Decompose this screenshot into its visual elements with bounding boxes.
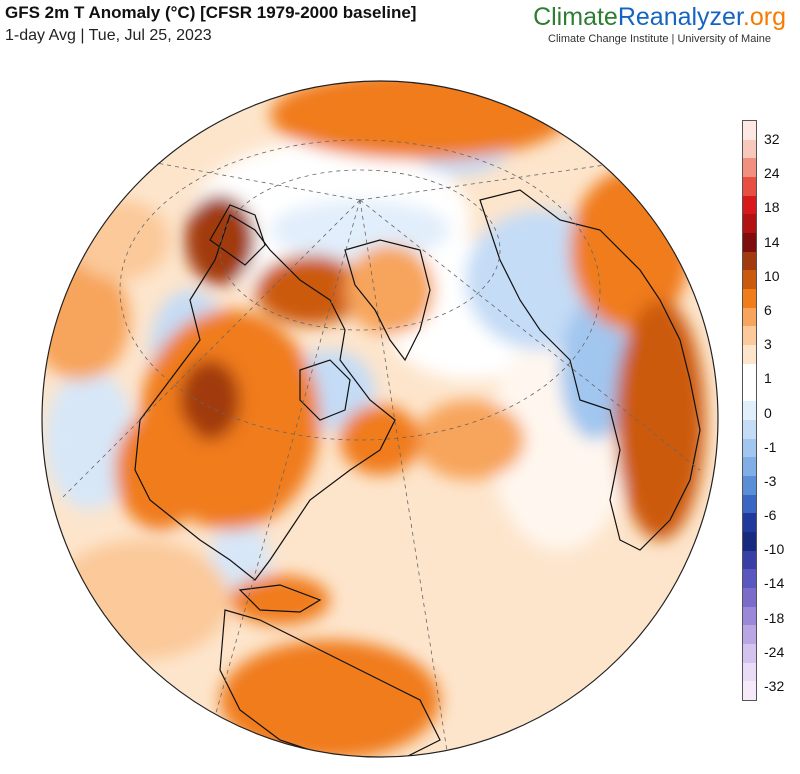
colorbar-swatch bbox=[743, 307, 756, 327]
colorbar-swatch bbox=[743, 569, 756, 589]
colorbar bbox=[742, 120, 757, 701]
graticule-lat-30 bbox=[119, 139, 601, 441]
brand-block: ClimateReanalyzer.org Climate Change Ins… bbox=[533, 2, 786, 45]
brand-tagline: Climate Change Institute | University of… bbox=[548, 33, 772, 45]
south-america-warm-region bbox=[220, 640, 440, 757]
colorbar-swatch bbox=[743, 158, 756, 178]
colorbar-swatch bbox=[743, 494, 756, 514]
map-subtitle: 1-day Avg | Tue, Jul 25, 2023 bbox=[5, 27, 212, 44]
colorbar-swatch bbox=[743, 233, 756, 253]
colorbar-swatch bbox=[743, 382, 756, 402]
colorbar-swatch bbox=[743, 214, 756, 234]
colorbar-swatch bbox=[743, 363, 756, 383]
colorbar-tick-label: -6 bbox=[764, 507, 777, 524]
north-africa-warm-region bbox=[615, 300, 705, 540]
mid-atlantic-warm-region bbox=[415, 400, 525, 480]
eastern-europe-cool-region bbox=[560, 300, 630, 440]
globe-outline bbox=[41, 80, 719, 758]
brand-logo-part-reanalyzer: Reanalyzer bbox=[617, 3, 743, 31]
colorbar-swatch bbox=[743, 270, 756, 290]
colorbar-swatch bbox=[743, 401, 756, 421]
colorbar-swatch bbox=[743, 662, 756, 682]
yukon-hot-region bbox=[185, 195, 255, 285]
pacific-cool-region bbox=[45, 370, 135, 510]
caribbean-warm-region bbox=[230, 575, 330, 625]
brand-logo-part-climate: Climate bbox=[533, 3, 618, 31]
graticule-meridian-4 bbox=[359, 199, 701, 471]
colorbar-swatch bbox=[743, 345, 756, 365]
coastlines bbox=[134, 189, 701, 757]
colorbar-tick-label: 0 bbox=[764, 404, 772, 421]
colorbar-tick-label: -32 bbox=[764, 678, 785, 694]
colorbar-tick-label: 1 bbox=[764, 370, 772, 387]
colorbar-tick-label: -18 bbox=[764, 609, 785, 626]
colorbar-tick-label: 24 bbox=[764, 165, 780, 182]
colorbar-swatch bbox=[743, 513, 756, 533]
globe-map bbox=[41, 80, 719, 758]
colorbar-tick-label: -24 bbox=[764, 643, 785, 660]
colorbar-swatch bbox=[743, 587, 756, 607]
colorbar-swatch bbox=[743, 457, 756, 477]
north-america-outline bbox=[134, 214, 396, 581]
canadian-archipelago-warm-region bbox=[255, 255, 365, 325]
eurasia-africa-outline bbox=[479, 189, 701, 551]
brand-logo-part-org: .org bbox=[742, 3, 786, 31]
colorbar-swatch bbox=[743, 289, 756, 309]
map-title: GFS 2m T Anomaly (°C) [CFSR 1979-2000 ba… bbox=[5, 3, 417, 22]
us-southwest-warm-region bbox=[115, 410, 205, 530]
anomaly-field bbox=[42, 81, 705, 757]
colorbar-tick-label: 18 bbox=[764, 199, 780, 216]
globe-surface bbox=[42, 81, 718, 757]
colorbar-swatch bbox=[743, 195, 756, 215]
tropical-atlantic-region bbox=[400, 540, 560, 660]
colorbar-tick-label: 14 bbox=[764, 233, 780, 250]
graticule-lat-60 bbox=[219, 169, 501, 331]
alaska-outline bbox=[209, 204, 266, 266]
colorbar-swatch bbox=[743, 419, 756, 439]
colorbar-swatch bbox=[743, 121, 756, 140]
colorbar-swatch bbox=[743, 681, 756, 701]
colorbar-swatch bbox=[743, 475, 756, 495]
colorbar-swatch bbox=[743, 177, 756, 197]
graticule bbox=[59, 139, 701, 757]
labrador-warm-region bbox=[340, 405, 420, 475]
bering-warm-region bbox=[70, 200, 170, 280]
colorbar-swatch bbox=[743, 438, 756, 458]
east-pacific-warm-region bbox=[50, 540, 230, 660]
colorbar-tick-label: -14 bbox=[764, 575, 785, 592]
colorbar-swatch bbox=[743, 139, 756, 159]
colorbar-tick-label: 6 bbox=[764, 301, 772, 318]
colorbar-swatch bbox=[743, 606, 756, 626]
colorbar-swatch bbox=[743, 550, 756, 570]
graticule-meridian-6 bbox=[139, 159, 361, 201]
graticule-meridian-5 bbox=[359, 159, 641, 201]
colorbar-tick-label: -10 bbox=[764, 541, 785, 558]
western-canada-hot-region bbox=[180, 360, 240, 440]
colorbar-swatch bbox=[743, 251, 756, 271]
graticule-meridian-2 bbox=[199, 199, 361, 757]
colorbar-swatch bbox=[743, 326, 756, 346]
colorbar-swatch bbox=[743, 531, 756, 551]
colorbar-tick-label: -3 bbox=[764, 472, 777, 489]
colorbar-tick-label: 3 bbox=[764, 336, 772, 353]
colorbar-tick-label: -1 bbox=[764, 438, 777, 455]
colorbar-swatch bbox=[743, 625, 756, 645]
hudson-bay-outline bbox=[299, 359, 351, 421]
colorbar-tick-label: 10 bbox=[764, 267, 780, 284]
greenland-warm-region bbox=[345, 245, 435, 335]
south-america-outline bbox=[219, 609, 441, 757]
graticule-meridian-3 bbox=[59, 199, 361, 501]
graticule-meridian-1 bbox=[359, 199, 451, 757]
arctic-cool-region bbox=[270, 200, 450, 260]
caribbean-outline bbox=[238, 584, 322, 613]
colorbar-tick-label: 32 bbox=[764, 131, 780, 147]
greenland-outline bbox=[344, 239, 431, 362]
brand-logo[interactable]: ClimateReanalyzer.org bbox=[533, 2, 786, 32]
colorbar-swatch bbox=[743, 643, 756, 663]
